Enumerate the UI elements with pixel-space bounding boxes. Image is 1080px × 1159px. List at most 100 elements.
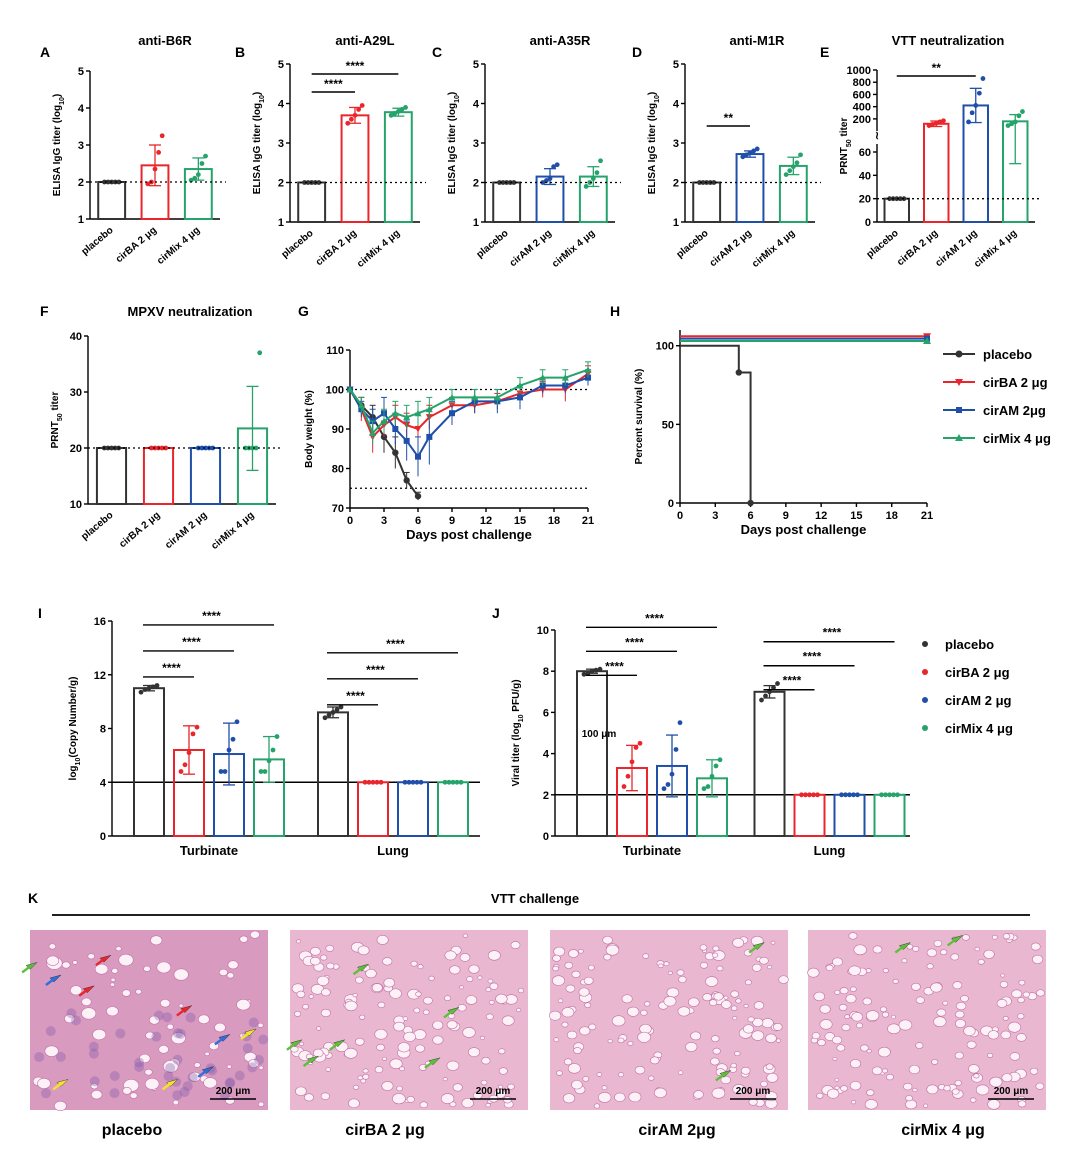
data-point-A [199,161,205,166]
alveolar-space [564,961,574,969]
data-point-I [230,736,236,742]
y-tick-label-B: 3 [278,138,284,150]
alveolar-space [498,1084,504,1089]
alveolar-space [871,1066,883,1076]
y-tick-label-H: 0 [668,498,674,510]
alveolar-space [850,986,857,992]
alveolar-space [977,959,985,965]
data-point-I [326,712,332,718]
x-category-label-A: cirMix 4 μg [155,225,202,267]
alveolar-space [498,1067,508,1075]
y-tick-label-J: 8 [543,666,549,678]
alveolar-space [302,1004,309,1010]
data-point-I [226,747,232,753]
cellular-infiltrate [55,1051,66,1062]
data-point-C [594,170,600,176]
alveolar-space [320,954,328,961]
alveolar-space [144,1078,160,1090]
marker-G [493,393,501,401]
annotation-arrow-shaft [894,945,905,954]
alveolar-space [709,999,718,1006]
cellular-infiltrate [151,1031,162,1042]
x-tick-label-H: 18 [886,510,898,522]
legend-label-H: placebo [983,347,1032,362]
alveolar-space [845,994,857,1004]
alveolar-space [955,1010,965,1019]
group-label-I: Turbinate [180,843,238,858]
cellular-infiltrate [254,1054,265,1065]
alveolar-space [598,1092,612,1103]
data-point-E [969,110,975,116]
y-tick-label-J: 6 [543,707,549,719]
alveolar-space [911,982,921,991]
y-tick-label-D: 1 [673,217,679,229]
alveolar-space [1022,991,1030,998]
data-point-A [152,166,158,172]
data-point-J [625,773,631,779]
bar-J-1-3 [873,793,906,837]
annotation-arrow-shaft [21,965,31,974]
alveolar-space [721,1000,732,1009]
alveolar-space [121,989,131,997]
data-point-A [105,179,111,185]
alveolar-space [866,1049,872,1054]
alveolar-space [444,950,457,961]
y-tick-label-D: 5 [673,59,679,71]
y-axis-label-F: PRNT50 titer [50,392,64,449]
data-point-C [540,180,546,185]
alveolar-space [459,985,464,990]
data-point-J [621,784,627,789]
legend-marker-J [922,725,928,731]
data-point-J [767,689,772,695]
alveolar-space [905,1095,913,1102]
data-point-E [897,196,903,202]
x-tick-label-G: 6 [415,515,421,527]
bar-I-1-1 [357,781,389,837]
data-point-B [345,120,351,126]
bar-B-1 [340,114,370,223]
alveolar-space [766,1072,779,1083]
alveolar-space [848,932,858,940]
alveolar-space [402,1016,409,1021]
y-tick-label-E: 40 [859,170,871,182]
annotation-arrow-shaft [302,1059,313,1067]
data-point-D [711,180,717,185]
data-point-I [450,779,456,785]
alveolar-space [991,934,998,940]
alveolar-space [109,982,116,987]
data-point-D [740,154,746,160]
legend-marker-J [922,641,928,647]
data-point-J [891,792,896,798]
alveolar-space [841,1023,851,1032]
data-point-F [159,445,165,451]
y-tick-label-A: 2 [78,177,84,189]
alveolar-space [139,1053,151,1064]
data-point-A [156,150,162,155]
marker-G [449,410,455,417]
alveolar-space [419,1101,428,1109]
x-tick-label-G: 18 [548,515,560,527]
alveolar-space [732,1016,738,1021]
alveolar-space [839,987,849,995]
alveolar-space [422,1009,430,1015]
data-point-C [497,180,502,185]
data-point-J [887,792,892,798]
annotation-arrow-shaft [286,1042,296,1051]
alveolar-space [611,1015,626,1027]
data-point-E [973,103,979,108]
data-point-J [775,681,780,686]
alveolar-space [690,1031,702,1041]
legend-label-J: placebo [945,637,994,652]
alveolar-space [969,1097,977,1103]
alveolar-space [881,1011,890,1018]
cellular-infiltrate [165,1062,176,1073]
cellular-infiltrate [70,1015,81,1026]
alveolar-space [751,963,762,972]
alveolar-space [477,975,483,980]
marker-G [414,426,422,433]
alveolar-space [819,1004,831,1014]
data-point-C [554,162,560,168]
alveolar-space [171,1032,186,1045]
alveolar-space [1002,1015,1009,1021]
y-axis-label-C: ELISA IgG titer (log10) [447,92,461,194]
